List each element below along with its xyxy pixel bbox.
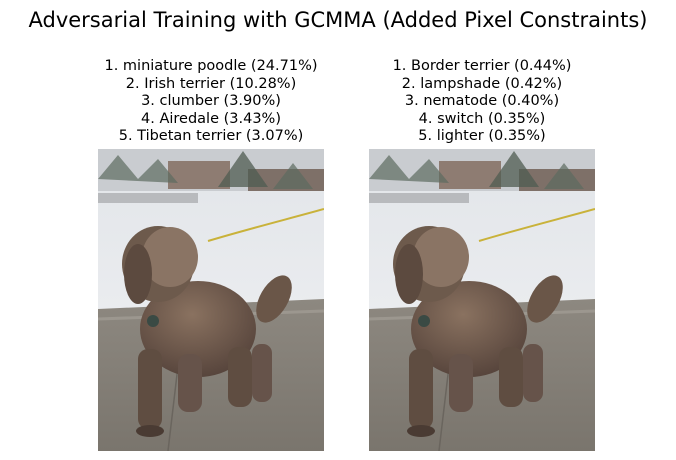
right-predictions: 1. Border terrier (0.44%) 2. lampshade (… bbox=[332, 58, 632, 146]
left-prediction-3: 3. clumber (3.90%) bbox=[141, 93, 281, 110]
left-prediction-2: 2. Irish terrier (10.28%) bbox=[125, 75, 297, 92]
left-prediction-5: 5. Tibetan terrier (3.07%) bbox=[118, 128, 304, 145]
right-prediction-3: 3. nematode (0.40%) bbox=[404, 93, 560, 110]
figure-title: Adversarial Training with GCMMA (Added P… bbox=[28, 8, 648, 32]
right-prediction-2: 2. lampshade (0.42%) bbox=[401, 75, 563, 92]
right-prediction-4: 4. switch (0.35%) bbox=[418, 110, 546, 127]
left-prediction-1: 1. miniature poodle (24.71%) bbox=[104, 58, 318, 74]
right-prediction-5: 5. lighter (0.35%) bbox=[418, 128, 546, 145]
adversarial-dog-photo bbox=[369, 149, 595, 451]
left-prediction-4: 4. Airedale (3.43%) bbox=[141, 110, 281, 127]
right-prediction-1: 1. Border terrier (0.44%) bbox=[392, 58, 572, 74]
original-dog-photo-svg bbox=[98, 149, 324, 451]
left-predictions: 1. miniature poodle (24.71%) 2. Irish te… bbox=[61, 58, 361, 146]
original-dog-photo bbox=[98, 149, 324, 451]
adversarial-dog-photo-svg bbox=[369, 149, 595, 451]
